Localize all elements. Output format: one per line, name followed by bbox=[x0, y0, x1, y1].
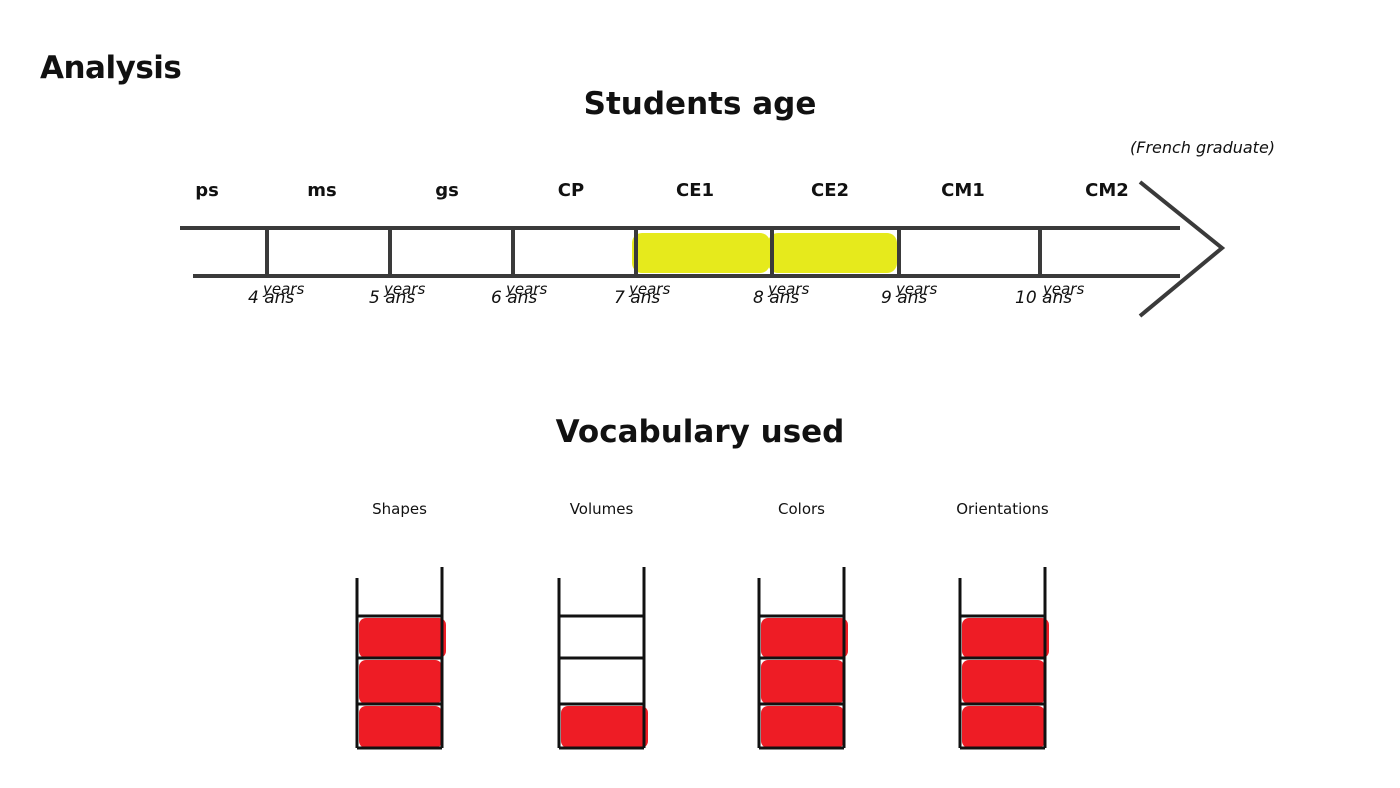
grade-label-ms: ms bbox=[307, 180, 337, 201]
vocab-fill-cell bbox=[359, 706, 442, 748]
age-marker: 10 ans years bbox=[1015, 280, 1105, 312]
grade-highlight-ce2 bbox=[768, 233, 897, 273]
age-years-label: years bbox=[384, 280, 426, 298]
page-title: Analysis bbox=[40, 50, 182, 86]
vocab-bar-shapes bbox=[355, 567, 446, 750]
students-age-heading: Students age bbox=[583, 86, 817, 122]
age-years-label: years bbox=[768, 280, 810, 298]
age-marker: 5 ans years bbox=[369, 280, 459, 312]
grade-label-cm1: CM1 bbox=[941, 180, 985, 201]
vocabulary-bars bbox=[355, 567, 1049, 750]
age-years-label: years bbox=[506, 280, 548, 298]
grade-label-ps: ps bbox=[195, 180, 219, 201]
vocab-label-colors: Colors bbox=[778, 500, 825, 518]
vocab-fill-cell bbox=[761, 660, 844, 704]
timeline-dividers bbox=[265, 226, 1042, 278]
vocab-fill-cell bbox=[761, 618, 848, 658]
grade-label-gs: gs bbox=[435, 180, 459, 201]
age-ans-label: 5 ans bbox=[369, 288, 416, 308]
age-marker: 9 ans years bbox=[881, 280, 971, 312]
age-marker: 8 ans years bbox=[753, 280, 843, 312]
grade-label-ce1: CE1 bbox=[675, 180, 715, 201]
vocab-fill-cell bbox=[761, 706, 844, 748]
grade-label-cm2: CM2 bbox=[1085, 180, 1129, 201]
age-marker: 6 ans years bbox=[491, 280, 581, 312]
age-years-label: years bbox=[629, 280, 671, 298]
grade-label-cp: CP bbox=[557, 180, 585, 201]
age-ans-label: 6 ans bbox=[491, 288, 538, 308]
age-ans-label: 8 ans bbox=[753, 288, 800, 308]
timeline-arrow-head bbox=[1138, 180, 1226, 318]
vocab-label-orientations: Orientations bbox=[956, 500, 1049, 518]
age-years-label: years bbox=[1043, 280, 1085, 298]
french-graduate-note: (French graduate) bbox=[1130, 138, 1276, 157]
age-ans-label: 4 ans bbox=[248, 288, 295, 308]
age-ans-label: 10 ans bbox=[1015, 288, 1073, 308]
age-ans-label: 7 ans bbox=[614, 288, 661, 308]
vocab-label-shapes: Shapes bbox=[372, 500, 427, 518]
age-marker: 7 ans years bbox=[614, 280, 704, 312]
vocab-bar-colors bbox=[757, 567, 848, 750]
vocab-fill-cell bbox=[962, 660, 1045, 704]
vocab-fill-cell bbox=[962, 706, 1045, 748]
age-years-label: years bbox=[896, 280, 938, 298]
vocab-fill-cell bbox=[561, 706, 648, 748]
age-ans-label: 9 ans bbox=[881, 288, 928, 308]
vocab-fill-cell bbox=[359, 618, 446, 658]
age-years-label: years bbox=[263, 280, 305, 298]
vocab-bar-volumes bbox=[557, 567, 648, 750]
grade-label-ce2: CE2 bbox=[810, 180, 850, 201]
grade-highlight-ce1 bbox=[632, 233, 770, 273]
vocabulary-heading: Vocabulary used bbox=[555, 414, 845, 450]
vocab-label-volumes: Volumes bbox=[569, 500, 634, 518]
vocab-bar-orientations bbox=[958, 567, 1049, 750]
highlight-layer bbox=[632, 233, 897, 273]
age-marker: 4 ans years bbox=[248, 280, 338, 312]
vocab-fill-cell bbox=[962, 618, 1049, 658]
timeline-lines bbox=[180, 180, 1226, 318]
vocab-fill-cell bbox=[359, 660, 442, 704]
